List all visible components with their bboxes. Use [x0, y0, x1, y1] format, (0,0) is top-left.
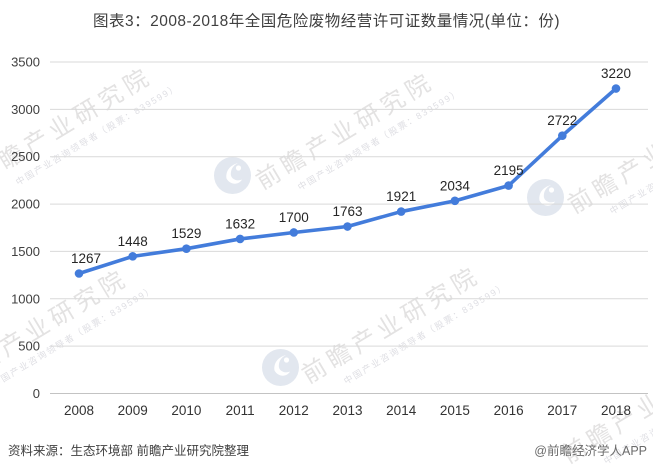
x-tick-label: 2018: [601, 403, 631, 418]
credit-note: @前瞻经济学人APP: [534, 444, 647, 458]
data-point-marker: [396, 207, 406, 216]
y-tick-label: 500: [18, 339, 40, 354]
x-tick-label: 2010: [171, 403, 201, 418]
x-tick-label: 2008: [64, 403, 94, 418]
data-label: 1763: [332, 204, 362, 219]
chart-title: 图表3：2008-2018年全国危险废物经营许可证数量情况(单位：份): [92, 13, 561, 30]
data-point-marker: [128, 252, 137, 261]
source-note: 资料来源：生态环境部 前瞻产业研究院整理: [8, 444, 249, 458]
x-tick-label: 2014: [386, 403, 417, 418]
x-tick-label: 2011: [226, 403, 255, 418]
data-label: 2034: [440, 178, 471, 193]
data-point-marker: [343, 222, 352, 231]
series-line: [77, 86, 618, 276]
y-tick-label: 2000: [11, 197, 40, 212]
y-tick-label: 0: [33, 386, 40, 401]
x-tick-label: 2012: [279, 403, 309, 418]
data-point-marker: [504, 181, 513, 190]
data-label: 3220: [601, 66, 631, 81]
data-point-marker: [182, 244, 191, 253]
x-tick-label: 2016: [494, 403, 524, 418]
data-label: 1700: [279, 210, 309, 225]
data-label: 1448: [118, 234, 148, 249]
data-label: 1267: [71, 251, 101, 266]
data-point-marker: [450, 196, 460, 206]
data-point-marker: [611, 84, 621, 93]
data-point-marker: [235, 234, 245, 244]
y-tick-label: 1000: [11, 291, 40, 306]
data-point-marker: [74, 269, 84, 278]
data-label: 2195: [494, 163, 524, 178]
x-tick-label: 2017: [547, 403, 577, 418]
y-tick-label: 2500: [11, 149, 40, 164]
x-tick-label: 2015: [440, 403, 470, 418]
data-point-marker: [558, 131, 567, 140]
x-tick-label: 2009: [118, 403, 148, 418]
chart-footer: 资料来源：生态环境部 前瞻产业研究院整理 @前瞻经济学人APP: [8, 440, 647, 459]
data-label: 1632: [225, 216, 255, 231]
y-tick-label: 3500: [11, 55, 40, 70]
y-tick-label: 1500: [11, 244, 40, 259]
data-label: 1921: [386, 189, 416, 204]
data-label: 2722: [547, 113, 577, 128]
x-tick-label: 2013: [332, 403, 362, 418]
y-tick-label: 3000: [11, 102, 40, 117]
data-label: 1529: [171, 226, 201, 241]
data-point-marker: [289, 228, 299, 237]
